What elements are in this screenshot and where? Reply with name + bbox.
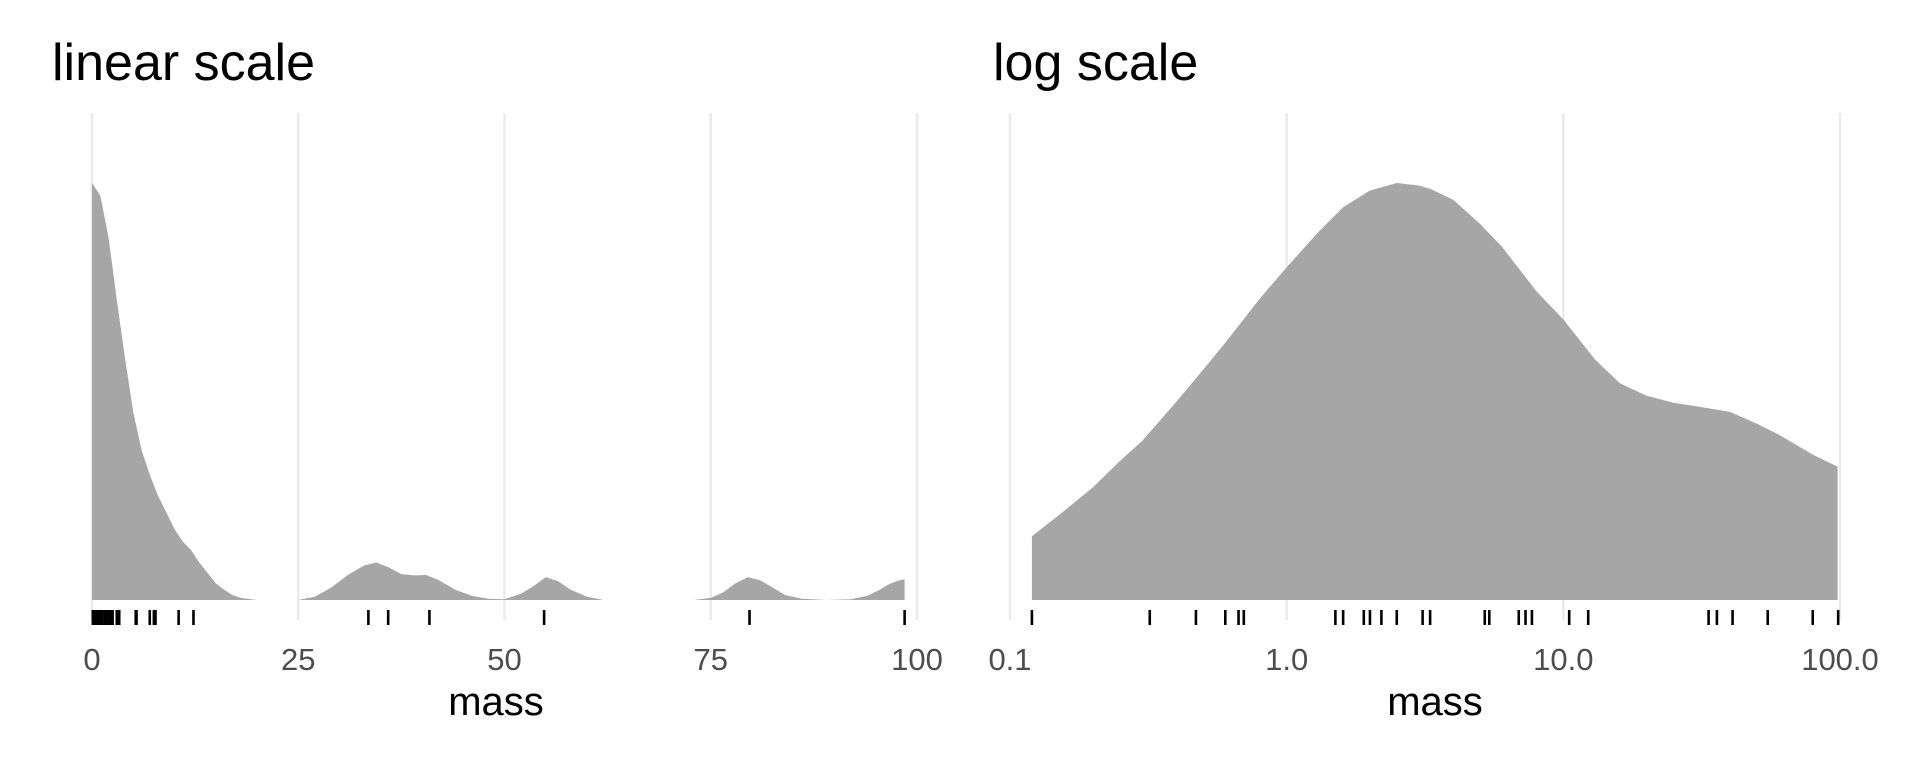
log-scale-panel: log scale 0.1 1.0 10.0 100.0 mass [988,34,1878,724]
log-x-axis-label: mass [1387,680,1483,724]
linear-x-tick-label: 25 [281,642,315,677]
log-x-tick-label: 10.0 [1533,642,1593,677]
linear-x-tick-label: 50 [487,642,521,677]
log-rug [1030,610,1840,625]
linear-rug [91,610,906,625]
linear-density-area [92,183,905,600]
linear-x-tick-label: 100 [891,642,943,677]
log-x-tick-label: 100.0 [1801,642,1879,677]
log-x-tick-label: 1.0 [1265,642,1308,677]
linear-x-tick-labels: 0 25 50 75 100 [83,642,942,677]
log-density-area [1031,183,1838,600]
log-x-tick-label: 0.1 [988,642,1031,677]
linear-x-tick-label: 75 [694,642,728,677]
log-panel-title: log scale [993,34,1198,92]
linear-gridlines [90,113,919,620]
linear-panel-title: linear scale [52,34,315,92]
linear-x-axis-label: mass [448,680,544,724]
linear-x-tick-label: 0 [83,642,100,677]
linear-scale-panel: linear scale 0 25 50 75 100 mass [52,34,943,724]
log-x-tick-labels: 0.1 1.0 10.0 100.0 [988,642,1878,677]
